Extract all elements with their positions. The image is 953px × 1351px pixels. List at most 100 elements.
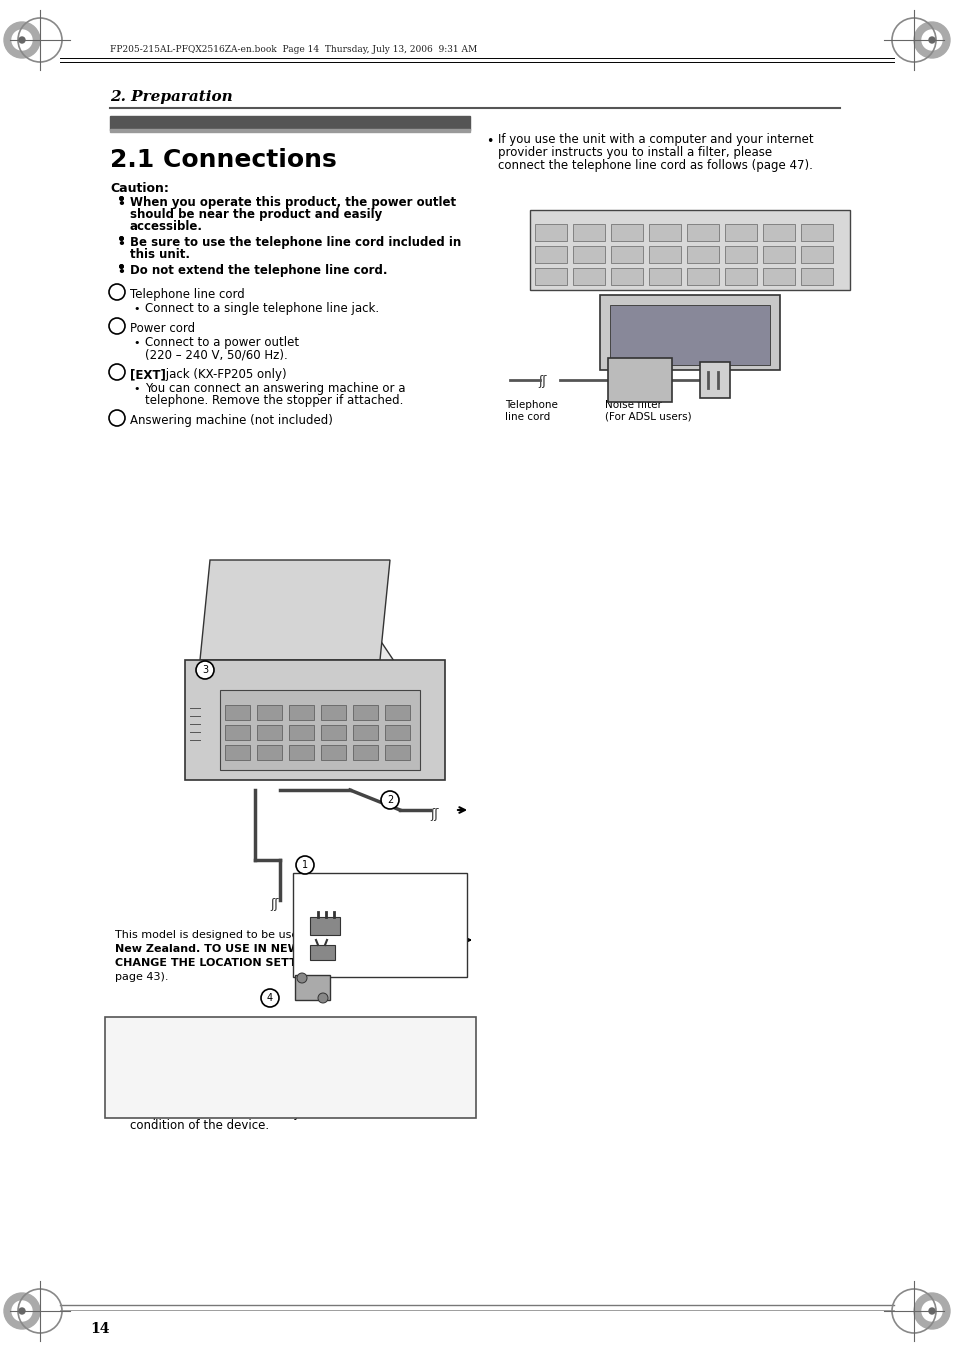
Bar [530, 209, 849, 290]
Bar [220, 690, 419, 770]
Bar [573, 246, 604, 263]
Text: If you use the unit with a computer and your internet: If you use the unit with a computer and … [497, 132, 813, 146]
Text: •: • [117, 266, 125, 280]
Bar [225, 725, 250, 740]
Bar [801, 224, 832, 240]
Circle shape [4, 1293, 40, 1329]
Bar [724, 267, 757, 285]
Text: If any other device is connected to the same: If any other device is connected to the … [130, 1096, 394, 1108]
Text: Answering machine (not included): Answering machine (not included) [130, 413, 333, 427]
Bar [648, 224, 680, 240]
Circle shape [317, 993, 328, 1002]
Bar [535, 224, 566, 240]
Bar [225, 705, 250, 720]
Text: condition of the device.: condition of the device. [130, 1119, 269, 1132]
Bar [320, 725, 346, 740]
Text: 14: 14 [90, 1323, 110, 1336]
Circle shape [295, 857, 314, 874]
Bar [320, 705, 346, 720]
Text: This model is designed to be used in Australia and: This model is designed to be used in Aus… [115, 929, 396, 940]
Text: this unit.: this unit. [130, 249, 190, 261]
Bar [385, 744, 410, 761]
Text: •: • [486, 135, 493, 149]
Bar [762, 267, 794, 285]
Text: 2.1 Connections: 2.1 Connections [110, 149, 336, 172]
Bar [609, 305, 769, 365]
Circle shape [19, 1308, 25, 1315]
Circle shape [195, 661, 213, 680]
Bar [289, 705, 314, 720]
Bar [310, 917, 339, 935]
Polygon shape [230, 640, 419, 700]
Bar [610, 224, 642, 240]
Bar [610, 246, 642, 263]
Polygon shape [294, 975, 330, 1000]
Bar [700, 362, 729, 399]
Text: 2. Preparation: 2. Preparation [110, 91, 233, 104]
Text: 2: 2 [387, 794, 393, 805]
Text: provider instructs you to install a filter, please: provider instructs you to install a filt… [497, 146, 771, 159]
Text: telephone. Remove the stopper if attached.: telephone. Remove the stopper if attache… [145, 394, 403, 407]
Text: should be near the product and easily: should be near the product and easily [130, 208, 382, 222]
Bar [801, 246, 832, 263]
Bar [110, 128, 470, 132]
Text: •: • [117, 1055, 124, 1065]
Polygon shape [200, 561, 390, 661]
Text: generate an intense magnetic field.: generate an intense magnetic field. [130, 1077, 342, 1090]
Text: CHANGE THE LOCATION SETTING (feature #74 on: CHANGE THE LOCATION SETTING (feature #74… [115, 958, 422, 969]
Text: •: • [117, 238, 125, 251]
Circle shape [261, 989, 278, 1006]
Bar [599, 295, 780, 370]
Bar [225, 744, 250, 761]
Text: 4: 4 [113, 413, 120, 422]
Bar [648, 267, 680, 285]
Bar [724, 224, 757, 240]
Text: You can connect an answering machine or a: You can connect an answering machine or … [145, 382, 405, 394]
Circle shape [928, 36, 934, 43]
Bar [573, 224, 604, 240]
Text: To avoid malfunction, do not position the fax machine: To avoid malfunction, do not position th… [130, 1052, 448, 1066]
Bar [289, 725, 314, 740]
Text: FP205-215AL-PFQX2516ZA-en.book  Page 14  Thursday, July 13, 2006  9:31 AM: FP205-215AL-PFQX2516ZA-en.book Page 14 T… [110, 46, 476, 54]
Text: ʃʃ: ʃʃ [537, 376, 546, 388]
Bar [110, 116, 470, 130]
FancyBboxPatch shape [607, 358, 671, 403]
Circle shape [380, 790, 398, 809]
Text: Connect to a power outlet: Connect to a power outlet [145, 336, 299, 349]
Text: (For Australian
users): (For Australian users) [350, 917, 426, 939]
Text: [EXT]: [EXT] [130, 367, 166, 381]
Text: 1: 1 [301, 861, 308, 870]
Text: •: • [117, 1097, 124, 1106]
Text: Caution:: Caution: [110, 182, 169, 195]
Text: •: • [133, 384, 140, 394]
Text: 1: 1 [113, 286, 120, 296]
Bar [686, 246, 719, 263]
Bar [762, 224, 794, 240]
Circle shape [19, 36, 25, 43]
Text: •: • [117, 199, 125, 211]
Bar [289, 744, 314, 761]
Bar [185, 661, 444, 780]
Bar [256, 725, 282, 740]
Bar [353, 744, 377, 761]
Text: New Zealand. TO USE IN NEW ZEALAND,: New Zealand. TO USE IN NEW ZEALAND, [115, 944, 366, 954]
Bar [686, 224, 719, 240]
Text: Note:: Note: [110, 1038, 148, 1051]
Bar [573, 267, 604, 285]
Text: connect the telephone line cord as follows (page 47).: connect the telephone line cord as follo… [497, 159, 812, 172]
Bar [256, 744, 282, 761]
Text: 2: 2 [113, 322, 120, 330]
Text: Noise filter
(For ADSL users): Noise filter (For ADSL users) [604, 400, 691, 422]
Circle shape [109, 363, 125, 380]
Bar [535, 267, 566, 285]
Text: (For New
Zealand users): (For New Zealand users) [350, 948, 428, 970]
Text: Do not extend the telephone line cord.: Do not extend the telephone line cord. [130, 263, 387, 277]
Text: Power cord: Power cord [130, 322, 195, 335]
Bar [256, 705, 282, 720]
Bar [610, 267, 642, 285]
Text: Telephone line cord: Telephone line cord [130, 288, 245, 301]
FancyBboxPatch shape [293, 873, 467, 977]
Text: •: • [133, 338, 140, 349]
Circle shape [913, 1293, 949, 1329]
Bar [310, 944, 335, 961]
